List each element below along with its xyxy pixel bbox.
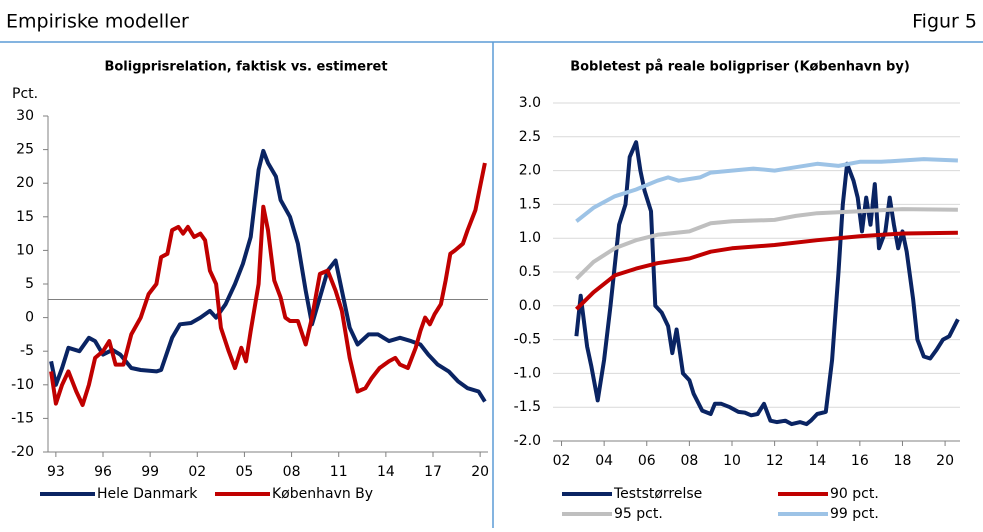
x-tick-label: 04	[595, 453, 613, 469]
y-tick-label: -0.5	[514, 332, 541, 348]
y-tick-label: -5	[20, 343, 34, 359]
y-tick-label: 1.0	[519, 230, 541, 246]
x-tick-label: 20	[471, 464, 489, 480]
series-line	[49, 148, 487, 403]
y-tick-label: -20	[11, 444, 34, 460]
y-tick-label: -15	[11, 410, 34, 426]
legend-label: Hele Danmark	[97, 486, 198, 502]
x-tick-label: 93	[47, 464, 65, 480]
x-tick-label: 96	[94, 464, 112, 480]
y-tick-label: 20	[16, 175, 34, 191]
header-title: Empiriske modeller	[6, 11, 189, 33]
legend-label: København By	[272, 486, 373, 502]
x-tick-label: 14	[377, 464, 395, 480]
y-tick-label: 3.0	[519, 95, 541, 111]
y-tick-label: -10	[11, 377, 34, 393]
series-line	[49, 162, 487, 407]
series-line	[574, 230, 958, 311]
y-tick-label: 25	[16, 142, 34, 158]
y-tick-label: 1.5	[519, 196, 541, 212]
y-tick-label: 0	[25, 310, 34, 326]
x-tick-label: 16	[851, 453, 869, 469]
series-line	[574, 207, 958, 281]
x-tick-label: 02	[553, 453, 571, 469]
figure-number: Figur 5	[912, 11, 977, 33]
legend-label: 90 pct.	[830, 486, 879, 502]
x-tick-label: 14	[808, 453, 826, 469]
y-tick-label: 2.0	[519, 163, 541, 179]
x-tick-label: 08	[680, 453, 698, 469]
y-tick-label: 0.5	[519, 264, 541, 280]
y-tick-label: 5	[25, 276, 34, 292]
x-tick-label: 05	[236, 464, 254, 480]
y-tick-label: -1.0	[514, 365, 541, 381]
x-tick-label: 11	[330, 464, 348, 480]
x-tick-label: 10	[723, 453, 741, 469]
legend-label: 99 pct.	[830, 506, 879, 522]
chart-title: Bobletest på reale boligpriser (Københav…	[570, 60, 910, 75]
y-tick-label: 2.5	[519, 129, 541, 145]
y-tick-label: -2.0	[514, 433, 541, 449]
x-tick-label: 20	[936, 453, 954, 469]
y-tick-label: 0.0	[519, 298, 541, 314]
legend-label: Teststørrelse	[613, 486, 702, 502]
x-tick-label: 18	[894, 453, 912, 469]
series-line	[574, 140, 960, 427]
x-tick-label: 02	[188, 464, 206, 480]
y-tick-label: 10	[16, 242, 34, 258]
legend-label: 95 pct.	[614, 506, 663, 522]
x-tick-label: 12	[766, 453, 784, 469]
y-tick-label: 30	[16, 108, 34, 124]
x-tick-label: 99	[141, 464, 159, 480]
y-tick-label: 15	[16, 209, 34, 225]
x-tick-label: 06	[638, 453, 656, 469]
x-tick-label: 08	[283, 464, 301, 480]
chart-title: Boligprisrelation, faktisk vs. estimeret	[104, 60, 387, 75]
series-line	[575, 157, 958, 223]
x-tick-label: 17	[424, 464, 442, 480]
y-tick-label: -1.5	[514, 399, 541, 415]
y-unit: Pct.	[12, 86, 38, 102]
